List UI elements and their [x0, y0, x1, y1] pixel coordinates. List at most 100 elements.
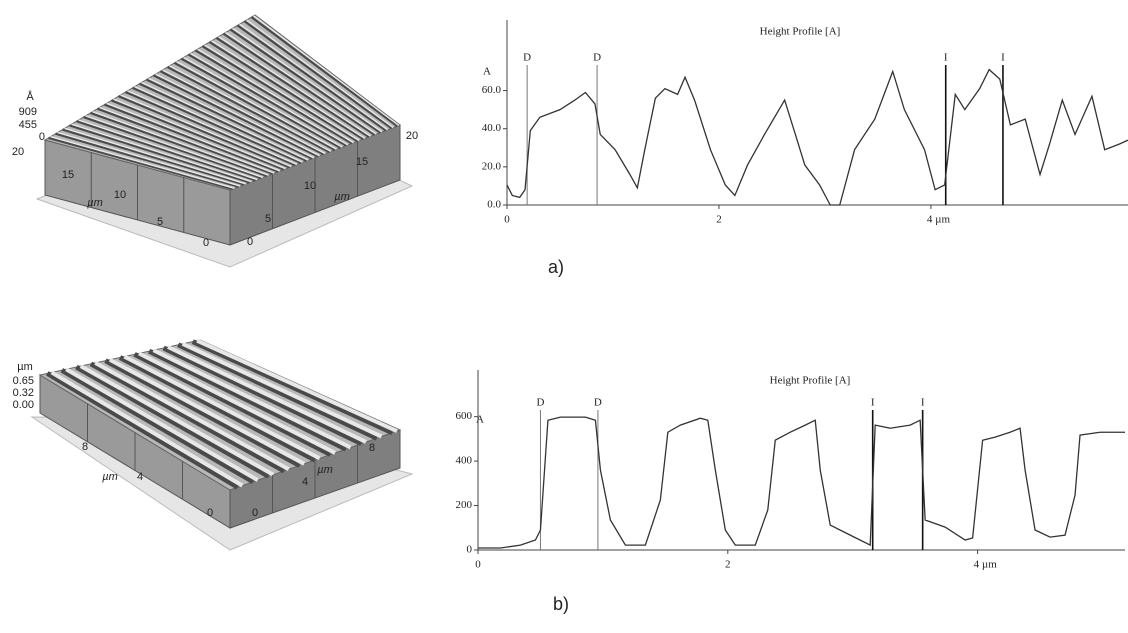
ridge-light — [71, 123, 252, 183]
ridge-light — [204, 44, 360, 142]
ridge — [97, 107, 273, 175]
ridge-light — [246, 19, 394, 129]
ridge — [147, 348, 348, 452]
ridge — [48, 136, 234, 190]
ridge-light — [211, 40, 366, 140]
profile-line — [478, 416, 1125, 549]
axis-tick-label: 5 — [265, 213, 271, 225]
ridge-light — [225, 31, 377, 135]
y-tick-label: 200 — [456, 499, 473, 511]
ridge — [139, 82, 307, 162]
ridge-light — [64, 127, 247, 185]
ridge — [132, 86, 302, 164]
x-tick-label: 4 µm — [974, 559, 998, 571]
ridge — [133, 352, 332, 457]
y-tick-label: 600 — [456, 410, 473, 422]
ridge-light — [99, 106, 275, 174]
ridge-light — [148, 77, 315, 159]
ridge-light — [85, 115, 264, 179]
ridge-light — [65, 367, 259, 482]
cursor-label: D — [593, 52, 601, 64]
cursor-label: D — [536, 397, 544, 409]
axis-tick-label: 8 — [369, 442, 375, 454]
x-tick-label: 0 — [504, 214, 510, 226]
axis-tick-label: 0 — [247, 236, 253, 248]
ridge — [75, 364, 270, 479]
ridge — [191, 339, 394, 436]
ridge — [236, 24, 387, 132]
ridge — [111, 99, 285, 171]
ridge — [180, 57, 342, 149]
z-unit: µm — [17, 361, 33, 373]
axis-unit: µm — [102, 471, 118, 483]
ridge-light — [190, 52, 349, 146]
y-tick-label: 400 — [456, 455, 473, 467]
ridge-light — [141, 81, 309, 161]
ridge-light — [155, 73, 320, 157]
ridge — [229, 28, 381, 134]
axis-tick-label: 15 — [356, 156, 368, 168]
axis-tick-label: 8 — [82, 441, 88, 453]
ridge — [243, 20, 393, 130]
x-tick-label: 2 — [716, 214, 722, 226]
axis-unit: µm — [317, 464, 333, 476]
z-tick-label: 0.00 — [13, 399, 34, 411]
ridge-light — [78, 119, 258, 181]
ridge-light — [120, 94, 292, 168]
caption: a) — [548, 257, 564, 277]
x-tick-label: 2 — [725, 559, 731, 571]
ridge — [104, 358, 301, 468]
ridge — [89, 361, 286, 474]
cursor-label: D — [523, 52, 531, 64]
ridge — [194, 49, 353, 145]
ridge-light — [50, 135, 235, 189]
ridge-light — [134, 86, 303, 163]
ridge-light — [92, 111, 269, 176]
z-tick-label: 0 — [39, 131, 45, 143]
ridge-light — [79, 364, 275, 477]
axis-unit: µm — [334, 191, 350, 203]
ridge — [250, 16, 398, 127]
chart-title: Height Profile [A] — [770, 375, 851, 387]
ridge-light — [239, 23, 388, 131]
ridge — [55, 132, 239, 188]
axis-tick-label: 5 — [157, 216, 163, 228]
ridge — [173, 61, 336, 151]
ridge — [83, 116, 262, 180]
y-tick-label: 0 — [467, 544, 473, 556]
caption: b) — [553, 594, 569, 614]
ridge-light — [183, 56, 343, 148]
z-tick-label: 0.65 — [13, 375, 34, 387]
y-tick-label: 20.0 — [482, 160, 502, 172]
cursor-label: D — [594, 397, 602, 409]
ridge — [187, 53, 347, 147]
y-tick-label: 40.0 — [482, 122, 502, 134]
z-unit: Å — [26, 90, 34, 103]
ridge-light — [167, 345, 367, 444]
axis-tick-label: 20 — [406, 130, 418, 142]
y-axis-label: A — [483, 66, 491, 78]
cursor-label: I — [921, 397, 925, 409]
ridge — [69, 124, 251, 184]
ridge-light — [113, 98, 286, 170]
ridge-light — [253, 15, 400, 126]
ridge — [222, 32, 376, 136]
ridge — [160, 70, 324, 156]
ridge — [166, 66, 330, 154]
ridge — [125, 91, 296, 167]
ridge-light — [123, 354, 321, 461]
ridge — [201, 45, 359, 143]
ridge-light — [152, 348, 352, 450]
ridge — [215, 36, 370, 138]
ridge — [118, 95, 290, 169]
cursor-label: I — [871, 397, 875, 409]
cursor-label: I — [1001, 52, 1005, 64]
ridge — [62, 128, 245, 186]
z-tick-label: 0.32 — [13, 387, 34, 399]
axis-tick-label: 4 — [137, 471, 143, 483]
axis-tick-label: 15 — [62, 169, 74, 181]
ridge — [146, 78, 313, 160]
axis-tick-label: 0 — [203, 237, 209, 249]
